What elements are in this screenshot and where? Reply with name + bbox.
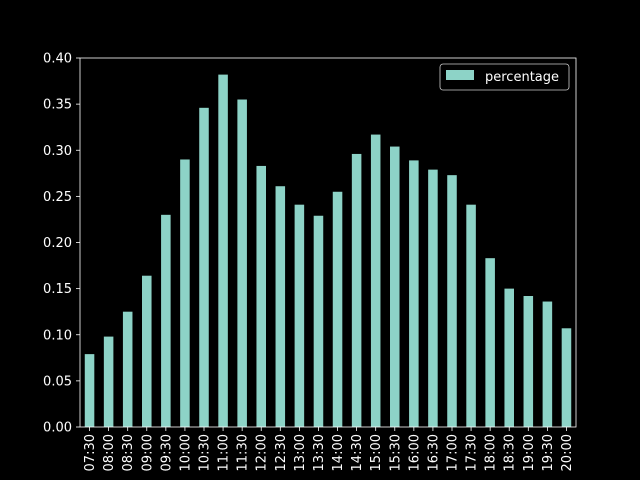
x-tick-label: 12:30 [274,434,289,471]
x-tick-label: 10:00 [178,434,193,471]
x-tick-label: 16:00 [407,434,422,471]
bar-1730 [466,204,476,427]
bar-1630 [428,169,438,427]
bar-1530 [390,146,400,427]
x-tick-label: 19:30 [541,434,556,471]
legend-swatch [446,70,474,80]
x-tick-label: 20:00 [560,434,575,471]
bar-1100 [218,74,228,427]
bar-1130 [237,99,247,427]
x-tick-label: 17:30 [465,434,480,471]
x-tick-label: 18:00 [484,434,499,471]
x-tick-label: 11:00 [217,434,232,471]
x-tick-label: 15:00 [369,434,384,471]
bar-1700 [447,175,457,427]
x-tick-label: 11:30 [236,434,251,471]
bars-group [84,74,572,427]
plot-frame [79,57,577,428]
bar-1000 [180,159,190,427]
y-tick-label: 0.00 [43,421,72,436]
bar-1400 [332,191,343,427]
legend: percentage [439,63,570,91]
bar-0730 [84,354,95,427]
axes-group [79,57,577,428]
bar-1800 [485,258,495,427]
x-tick-label: 10:30 [198,434,213,471]
bar-1830 [504,288,514,427]
bar-0900 [142,275,152,427]
x-tick-label: 08:00 [102,434,117,471]
x-tick-label: 09:30 [159,434,174,471]
x-tick-label: 09:00 [140,434,155,471]
bar-1600 [409,160,419,427]
bar-1900 [523,296,534,427]
x-tick-label: 15:30 [388,434,403,471]
bar-1430 [351,153,362,427]
x-tick-label: 07:30 [83,434,98,471]
legend-label: percentage [485,70,559,85]
x-tick-label: 18:30 [503,434,518,471]
y-tick-label: 0.25 [43,190,72,205]
bar-2000 [561,328,572,427]
bar-1230 [275,186,286,427]
bar-0800 [103,336,114,427]
x-tick-label: 14:00 [331,434,346,471]
y-tick-label: 0.10 [43,328,72,343]
x-tick-label: 17:00 [446,434,461,471]
y-axis-ticks: 0.00 0.05 0.10 0.15 0.20 0.25 0.30 0.35 0.40 [43,52,80,436]
y-tick-label: 0.15 [43,282,72,297]
bar-1930 [542,301,553,427]
bar-1330 [313,215,324,427]
x-tick-label: 13:00 [293,434,308,471]
y-tick-label: 0.40 [43,52,72,67]
x-tick-label: 19:00 [522,434,537,471]
x-tick-label: 16:30 [426,434,441,471]
y-tick-label: 0.35 [43,98,72,113]
x-tick-label: 14:30 [350,434,365,471]
bar-1030 [199,107,209,427]
x-tick-label: 12:00 [255,434,270,471]
bar-1300 [294,204,305,427]
bar-0930 [161,214,171,427]
y-tick-label: 0.30 [43,144,72,159]
y-tick-label: 0.20 [43,236,72,251]
x-axis-ticks: 07:30 08:00 08:30 09:00 09:30 10:00 10:30 11:00… [83,427,575,471]
x-tick-label: 08:30 [121,434,136,471]
y-tick-label: 0.05 [43,374,72,389]
x-tick-label: 13:30 [312,434,327,471]
bar-0830 [122,311,133,427]
bar-1200 [256,165,266,427]
bar-1500 [370,134,381,427]
